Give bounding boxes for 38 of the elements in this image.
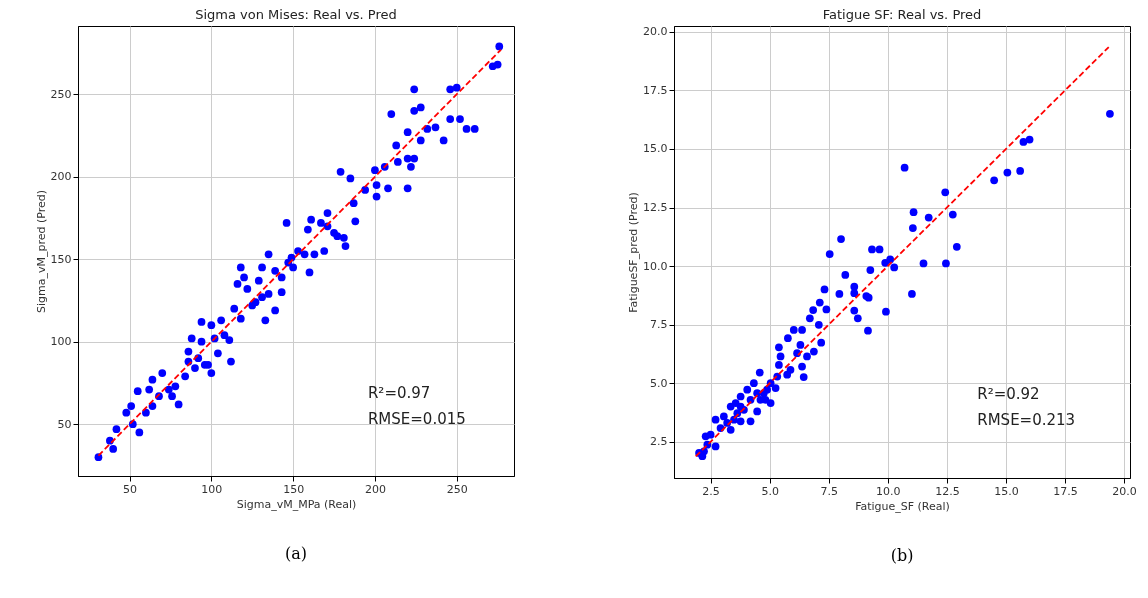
- annotation: RMSE=0.213: [977, 411, 1076, 430]
- chart-title: Fatigue SF: Real vs. Pred: [822, 6, 982, 22]
- y-tick-label: 100: [50, 335, 72, 349]
- y-tick-label: 250: [50, 87, 72, 101]
- x-tick-label: 20.0: [1112, 484, 1137, 498]
- x-axis-title: Sigma_vM_MPa (Real): [236, 497, 357, 511]
- x-tick-label: 17.5: [1053, 484, 1078, 498]
- x-tick-label: 12.5: [935, 484, 960, 498]
- x-tick-label: 2.5: [702, 484, 720, 498]
- y-tick-label: 2.5: [650, 435, 668, 449]
- text: (a): [284, 544, 308, 563]
- x-tick-label: 100: [201, 482, 223, 496]
- x-tick-label: 50: [123, 482, 138, 496]
- x-tick-label: 5.0: [761, 484, 779, 498]
- x-tick-label: 250: [446, 482, 468, 496]
- x-axis-title: Fatigue_SF (Real): [855, 499, 950, 513]
- x-tick-label: 7.5: [820, 484, 839, 498]
- y-tick-label: 5.0: [650, 376, 668, 390]
- x-tick-label: 15.0: [994, 484, 1019, 498]
- y-tick-label: 12.5: [643, 201, 668, 214]
- y-tick-label: 7.5: [650, 318, 668, 332]
- annotation: R²=0.92: [977, 385, 1040, 404]
- x-tick-label: 10.0: [876, 484, 901, 498]
- y-tick-label: 50: [57, 417, 72, 431]
- y-axis-title: FatigueSF_pred (Pred): [627, 192, 641, 313]
- y-tick-label: 17.5: [643, 83, 668, 97]
- y-tick-label: 15.0: [643, 142, 668, 156]
- y-tick-label: 20.0: [643, 25, 668, 39]
- annotation: R²=0.97: [367, 383, 431, 402]
- x-tick-label: 200: [364, 482, 386, 496]
- y-tick-label: 150: [50, 252, 72, 266]
- x-tick-label: 150: [283, 482, 305, 496]
- text: (b): [890, 546, 914, 565]
- chart-title: Sigma von Mises: Real vs. Pred: [195, 7, 397, 22]
- y-tick-label: 10.0: [643, 259, 668, 273]
- y-axis-title: Sigma_vM_pred (Pred): [34, 189, 48, 314]
- annotation: RMSE=0.015: [367, 409, 466, 428]
- y-tick-label: 200: [50, 170, 72, 184]
